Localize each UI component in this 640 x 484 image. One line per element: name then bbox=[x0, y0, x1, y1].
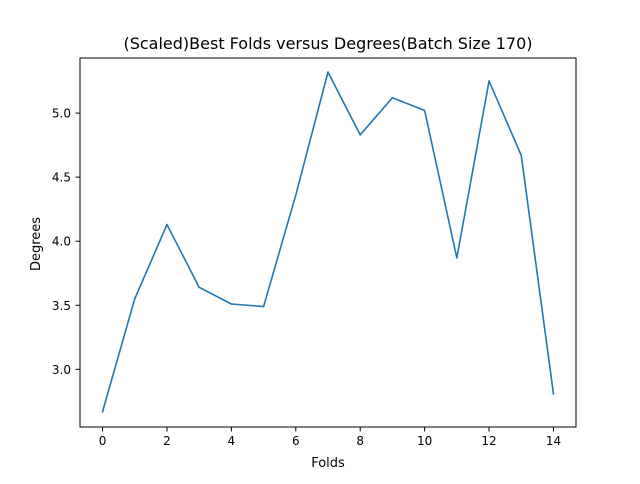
data-point bbox=[456, 257, 458, 259]
series-layer bbox=[101, 71, 555, 413]
x-axis-label: Folds bbox=[311, 456, 345, 471]
x-tick-label: 6 bbox=[292, 434, 300, 448]
data-point bbox=[520, 154, 523, 157]
data-point bbox=[359, 134, 362, 136]
ticks-layer: 0 2 4 6 8 10 12 14 3.0 3.5 4.0 4.5 5.0 bbox=[52, 107, 561, 448]
x-tick-label: 4 bbox=[228, 434, 236, 448]
data-point bbox=[230, 303, 233, 305]
x-tick-label: 8 bbox=[356, 434, 364, 448]
data-point bbox=[391, 96, 394, 99]
x-tick-label: 14 bbox=[546, 434, 561, 448]
x-tick-label: 12 bbox=[481, 434, 496, 448]
x-tick-label: 2 bbox=[163, 434, 171, 448]
plot-frame bbox=[79, 57, 577, 428]
y-tick-label: 4.0 bbox=[52, 235, 71, 249]
data-point bbox=[166, 223, 168, 226]
data-point bbox=[552, 392, 555, 395]
data-point bbox=[198, 286, 200, 289]
y-tick-label: 5.0 bbox=[52, 107, 71, 121]
data-point bbox=[423, 109, 426, 112]
y-axis-label: Degrees bbox=[29, 217, 44, 271]
data-point bbox=[327, 71, 329, 73]
x-tick-label: 10 bbox=[417, 434, 432, 448]
y-tick-label: 4.5 bbox=[52, 171, 71, 185]
data-point bbox=[101, 410, 104, 413]
data-point bbox=[488, 80, 490, 82]
y-tick-label: 3.5 bbox=[52, 299, 71, 313]
x-tick-label: 0 bbox=[99, 434, 107, 448]
data-point bbox=[262, 305, 265, 308]
data-point bbox=[294, 194, 297, 196]
chart-title: (Scaled)Best Folds versus Degrees(Batch … bbox=[123, 34, 532, 53]
y-tick-label: 3.0 bbox=[52, 363, 71, 377]
data-point bbox=[133, 298, 136, 300]
